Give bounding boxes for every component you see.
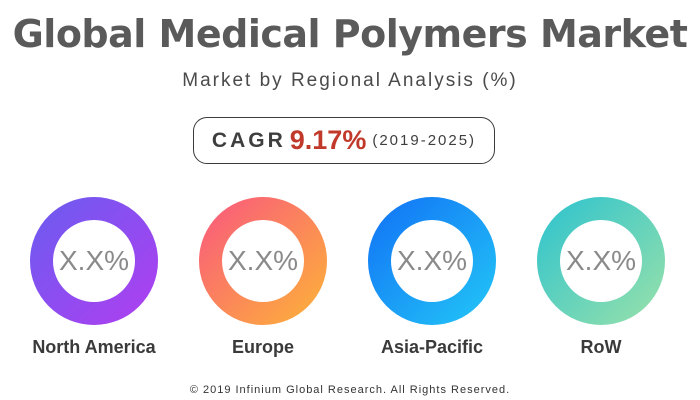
- donut-hole: X.X%: [391, 220, 473, 302]
- donut-north-america: X.X%: [30, 197, 158, 325]
- copyright-footer: © 2019 Infinium Global Research. All Rig…: [189, 384, 511, 396]
- donut-asia-pacific: X.X%: [368, 197, 496, 325]
- donut-hole: X.X%: [53, 220, 135, 302]
- donut-value-asia-pacific: X.X%: [396, 245, 468, 276]
- chart-title: Global Medical Polymers Market: [12, 12, 688, 56]
- region-label-north-america: North America: [32, 337, 156, 357]
- donut-europe: X.X%: [199, 197, 327, 325]
- region-label-row: RoW: [580, 337, 622, 357]
- region-label-europe: Europe: [231, 337, 294, 357]
- donut-value-north-america: X.X%: [58, 245, 130, 276]
- donut-hole: X.X%: [560, 220, 642, 302]
- cagr-badge: CAGR 9.17% (2019-2025): [193, 117, 495, 164]
- chart-subtitle: Market by Regional Analysis (%): [182, 70, 518, 91]
- donut-value-europe: X.X%: [227, 245, 299, 276]
- region-label-asia-pacific: Asia-Pacific: [380, 337, 484, 357]
- donut-hole: X.X%: [222, 220, 304, 302]
- cagr-period: (2019-2025): [372, 132, 477, 149]
- cagr-label: CAGR: [211, 128, 286, 152]
- donut-row: X.X%: [537, 197, 665, 325]
- donut-value-row: X.X%: [565, 245, 637, 276]
- cagr-value: 9.17%: [289, 125, 367, 155]
